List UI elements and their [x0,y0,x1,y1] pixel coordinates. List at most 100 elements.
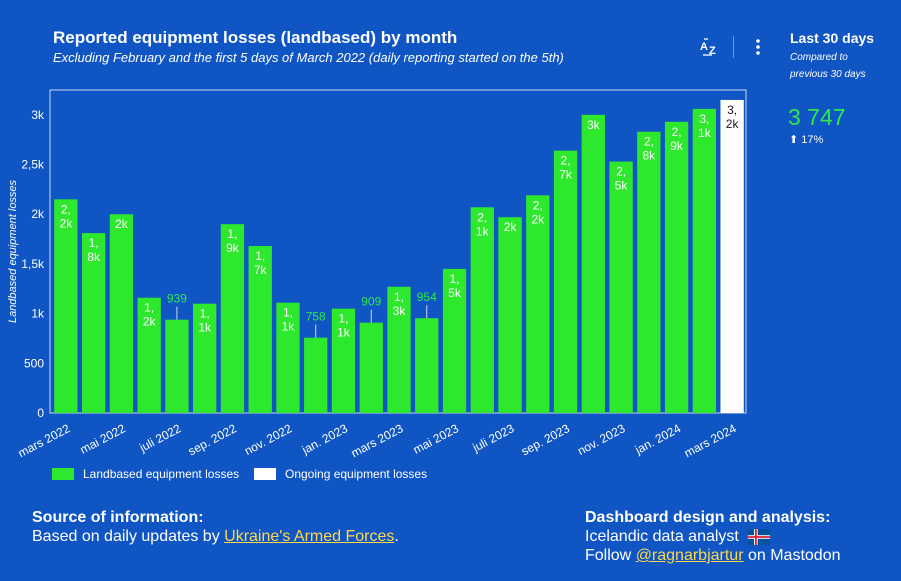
bar [248,246,272,413]
data-label: 1, [283,306,293,320]
legend-item-ongoing[interactable]: Ongoing equipment losses [254,467,427,481]
data-label: 2, [533,198,543,212]
bar [331,308,356,413]
design-follow: Follow @ragnarbjartur on Mastodon [585,547,840,565]
data-label: 2k [531,212,545,226]
bar [526,195,550,413]
x-tick-label: jan. 2023 [299,421,350,457]
data-label: 2, [644,135,654,149]
legend-label-ongoing: Ongoing equipment losses [285,467,428,481]
y-tick-label: 500 [24,356,44,370]
data-label: 8k [87,250,101,264]
data-label: 3, [727,103,737,117]
legend-item-landbased[interactable]: Landbased equipment losses [52,467,239,481]
source-suffix: . [394,528,399,545]
chart-title: Reported equipment losses (landbased) by… [53,28,458,47]
y-tick-label: 0 [37,406,44,420]
bar [498,217,522,413]
sort-az-icon[interactable]: A Z [699,37,721,57]
x-tick-label: mars 2022 [16,421,73,460]
data-label: 1k [198,321,212,335]
kpi-value: 3 747 [788,104,846,130]
data-label: 1, [450,272,460,286]
bar [553,150,578,413]
bar [137,297,161,413]
svg-text:A: A [700,41,708,53]
y-tick-label: 2k [31,207,45,221]
kpi-compare-line2: previous 30 days [790,69,866,80]
kpi-change-value: 17% [801,134,824,146]
bar [637,131,661,413]
data-label: 1, [255,249,265,263]
data-label: 7k [254,263,268,277]
kpi-title: Last 30 days [790,30,875,46]
data-label: 1, [89,236,99,250]
y-tick-label: 1k [31,307,45,321]
data-label: 5k [448,286,462,300]
design-heading: Dashboard design and analysis: [585,509,831,526]
y-tick-label: 3k [31,108,45,122]
data-label: 1k [337,326,351,340]
data-label: 5k [615,179,629,193]
y-tick-label: 1,5k [21,257,45,271]
data-label: 2k [726,117,740,131]
bar-ongoing [720,99,744,413]
svg-text:Z: Z [709,45,716,57]
bar [193,303,217,413]
follow-suffix: on Mastodon [743,547,841,564]
x-tick-label: juli 2023 [470,421,517,455]
bar [54,199,78,413]
arrow-up-icon: ⬆ [789,134,799,146]
bar [415,318,439,413]
bar [609,161,633,413]
data-label: 1, [394,290,404,304]
toolbar-divider [733,36,734,58]
data-label: 2, [61,202,71,216]
data-label: 2, [616,165,626,179]
iceland-flag-icon [747,529,770,545]
data-label: 1, [227,227,237,241]
more-options-icon[interactable] [750,37,766,57]
bar [442,268,467,413]
x-tick-label: nov. 2023 [575,421,628,458]
data-label: 909 [361,295,381,309]
design-credit: Icelandic data analyst [585,528,771,546]
data-label: 2k [60,216,74,230]
source-prefix: Based on daily updates by [32,528,225,545]
legend-swatch-ongoing [254,468,276,480]
data-label: 2, [477,210,487,224]
x-tick-label: mai 2023 [411,421,461,457]
bar [304,337,328,413]
data-label: 7k [559,168,573,182]
data-label: 1, [200,307,210,321]
data-label: 2k [504,220,518,234]
legend-label-landbased: Landbased equipment losses [83,467,240,481]
x-tick-label: jan. 2024 [632,421,683,457]
data-label: 1k [698,126,712,140]
x-tick-label: mars 2023 [349,421,406,460]
source-text: Based on daily updates by Ukraine's Arme… [32,528,399,546]
bar [81,233,106,413]
data-label: 8k [642,149,656,163]
data-label: 2k [143,315,157,329]
data-label: 3k [393,304,407,318]
kpi-change: ⬆ 17% [789,133,823,146]
legend-swatch-landbased [52,468,74,480]
data-label: 1k [282,320,296,334]
x-tick-label: mai 2022 [78,421,128,457]
bar [387,286,411,413]
bar [109,214,134,413]
bar [220,224,245,413]
data-label: 1, [144,301,154,315]
bar [359,322,383,413]
follow-prefix: Follow [585,547,636,564]
data-label: 2k [115,217,129,231]
y-axis-label: Landbased equipment losses [7,179,19,323]
y-tick-label: 2,5k [21,158,45,172]
data-label: 9k [670,139,684,153]
x-tick-label: mars 2024 [682,421,739,460]
x-tick-label: sep. 2023 [519,421,572,458]
mastodon-link[interactable]: @ragnarbjartur [635,547,744,564]
bar [692,108,717,413]
source-link[interactable]: Ukraine's Armed Forces [224,528,395,545]
